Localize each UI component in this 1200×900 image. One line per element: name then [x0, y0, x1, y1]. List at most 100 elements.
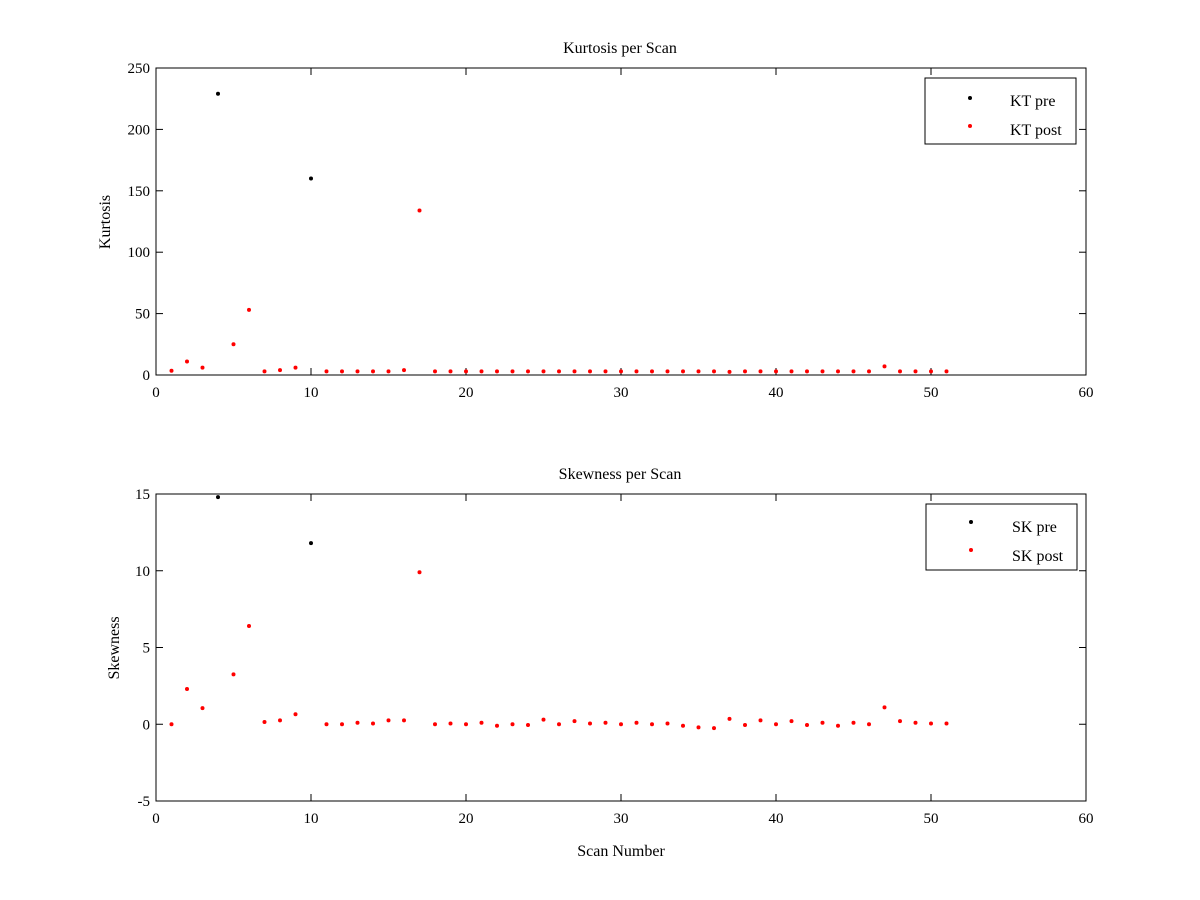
- legend-box: [925, 503, 1078, 571]
- y-axis-label: Kurtosis: [97, 195, 114, 249]
- data-point-kt-post: [278, 368, 282, 373]
- data-point-kt-pre: [309, 176, 313, 181]
- kurtosis-plot: Kurtosis per Scan Kurtosis 0 10 20 30 40 50 60…: [97, 40, 1094, 401]
- data-point-sk-post: [913, 720, 918, 725]
- y-tick-label: 0: [143, 717, 151, 733]
- data-point-kt-pre: [216, 91, 220, 96]
- data-point-kt-post: [758, 369, 763, 374]
- data-point-sk-post: [929, 721, 933, 726]
- data-point-kt-post: [557, 369, 561, 374]
- data-point-sk-post: [278, 718, 282, 723]
- data-point-sk-post: [650, 722, 654, 727]
- data-point-kt-post: [510, 369, 515, 374]
- data-point-kt-post: [696, 369, 701, 374]
- legend-label-sk-post: SK post: [1012, 548, 1064, 565]
- y-tick-label: -5: [138, 794, 151, 810]
- data-point-sk-pre: [216, 495, 220, 500]
- data-point-sk-post: [820, 720, 825, 725]
- data-point-sk-post: [262, 719, 267, 724]
- data-point-sk-post: [402, 718, 406, 723]
- data-point-sk-post: [743, 723, 747, 728]
- data-point-sk-post: [247, 624, 251, 629]
- legend-marker-kt-pre: [968, 96, 972, 100]
- data-point-sk-post: [448, 721, 453, 726]
- data-point-sk-post: [479, 720, 484, 725]
- data-point-kt-post: [712, 369, 716, 374]
- data-point-sk-post: [541, 717, 546, 722]
- data-points: [169, 495, 949, 731]
- x-tick-label: 50: [924, 811, 939, 827]
- data-point-sk-post: [789, 719, 794, 724]
- data-point-kt-post: [572, 369, 577, 374]
- data-point-kt-post: [929, 369, 933, 374]
- data-point-kt-post: [386, 369, 391, 374]
- data-point-sk-post: [836, 723, 840, 728]
- x-tick-label: 30: [614, 811, 629, 827]
- data-point-kt-post: [913, 369, 918, 374]
- data-point-kt-post: [805, 369, 809, 374]
- data-point-sk-pre: [309, 541, 313, 546]
- data-point-kt-post: [402, 368, 406, 373]
- data-point-sk-post: [495, 723, 499, 728]
- x-tick-label: 0: [152, 385, 160, 401]
- data-point-kt-post: [433, 369, 437, 374]
- data-point-kt-post: [340, 369, 344, 374]
- data-point-kt-post: [727, 369, 732, 374]
- data-point-kt-post: [247, 307, 251, 312]
- data-point-sk-post: [898, 719, 902, 724]
- data-point-sk-post: [200, 706, 205, 711]
- data-point-sk-post: [464, 722, 468, 727]
- data-point-sk-post: [185, 686, 189, 691]
- x-tick-label: 10: [304, 385, 319, 401]
- x-tick-label: 60: [1079, 385, 1094, 401]
- data-point-sk-post: [417, 570, 422, 575]
- data-point-sk-post: [169, 722, 174, 727]
- x-tick-label: 40: [769, 385, 784, 401]
- legend-marker-sk-pre: [969, 520, 973, 524]
- legend: KT pre KT post: [924, 77, 1077, 145]
- y-tick-label: 5: [143, 641, 151, 657]
- y-tick-label: 100: [128, 245, 151, 261]
- x-axis-label: Scan Number: [577, 843, 665, 860]
- data-point-kt-post: [619, 369, 623, 374]
- data-point-sk-post: [386, 718, 391, 723]
- data-point-sk-post: [355, 720, 360, 725]
- legend-marker-sk-post: [969, 548, 973, 552]
- data-point-kt-post: [588, 369, 592, 374]
- data-point-kt-post: [681, 369, 685, 374]
- y-axis-label: Skewness: [106, 616, 123, 679]
- data-point-sk-post: [867, 722, 871, 727]
- data-point-kt-post: [882, 364, 887, 369]
- plot-title: Skewness per Scan: [559, 466, 682, 483]
- y-tick-label: 50: [135, 307, 150, 323]
- y-tick-label: 200: [128, 122, 151, 138]
- data-point-sk-post: [557, 722, 561, 727]
- data-point-sk-post: [324, 722, 329, 727]
- data-point-sk-post: [851, 720, 856, 725]
- legend-label-kt-pre: KT pre: [1010, 93, 1055, 110]
- legend-box: [924, 77, 1077, 145]
- data-point-kt-post: [169, 368, 174, 373]
- data-point-kt-post: [898, 369, 902, 374]
- axis-ticks: 0 10 20 30 40 50 60 0 50 100 150 200 250: [128, 61, 1094, 401]
- data-point-sk-post: [588, 721, 592, 726]
- data-point-sk-post: [696, 725, 701, 730]
- data-point-sk-post: [681, 723, 685, 728]
- data-point-sk-post: [572, 719, 577, 724]
- legend-marker-kt-post: [968, 124, 972, 128]
- x-tick-label: 10: [304, 811, 319, 827]
- y-tick-label: 0: [143, 368, 151, 384]
- data-point-kt-post: [417, 208, 422, 213]
- data-point-kt-post: [324, 369, 329, 374]
- data-point-kt-post: [867, 369, 871, 374]
- data-point-sk-post: [634, 720, 639, 725]
- data-point-kt-post: [371, 369, 375, 374]
- data-point-kt-post: [200, 365, 205, 370]
- data-point-kt-post: [541, 369, 546, 374]
- data-point-kt-post: [944, 369, 949, 374]
- x-tick-label: 0: [152, 811, 160, 827]
- data-point-kt-post: [665, 369, 670, 374]
- data-point-sk-post: [433, 722, 437, 727]
- data-point-kt-post: [495, 369, 499, 374]
- data-point-kt-post: [185, 359, 189, 364]
